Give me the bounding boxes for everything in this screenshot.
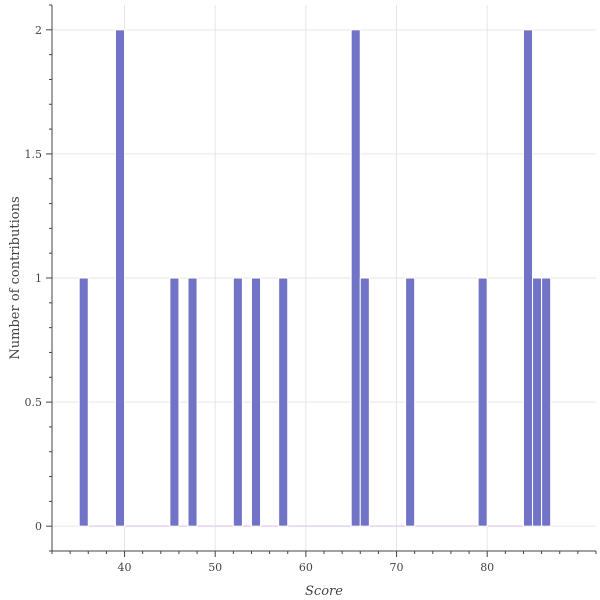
- x-tick-label: 40: [118, 561, 132, 574]
- x-tick-label: 60: [299, 561, 313, 574]
- histogram-bar: [477, 277, 488, 527]
- histogram-bar: [169, 277, 180, 527]
- y-tick-label: 0: [35, 520, 42, 533]
- histogram-bar: [232, 277, 243, 527]
- histogram-bar: [532, 277, 543, 527]
- histogram-bar: [114, 29, 126, 527]
- x-tick-label: 50: [208, 561, 222, 574]
- histogram-bar: [359, 277, 370, 527]
- x-tick-label: 70: [390, 561, 404, 574]
- y-tick-label: 1: [35, 272, 42, 285]
- histogram-bar: [405, 277, 416, 527]
- histogram-bar: [250, 277, 262, 527]
- x-axis-title: Score: [305, 584, 343, 599]
- histogram-bar: [522, 29, 534, 527]
- y-axis-title: Number of contributions: [8, 196, 23, 359]
- bars: [78, 29, 552, 527]
- histogram-bar: [187, 277, 198, 527]
- histogram-bar: [278, 277, 289, 527]
- histogram-bar: [541, 277, 552, 527]
- x-tick-label: 80: [480, 561, 494, 574]
- histogram-bar: [78, 277, 89, 527]
- x-ticks: 40 50 60 70 80: [51, 551, 597, 574]
- y-tick-label: 0.5: [25, 396, 43, 409]
- y-tick-label: 2: [35, 24, 42, 37]
- y-tick-label: 1.5: [25, 148, 43, 161]
- histogram-bar: [350, 29, 361, 527]
- y-ticks: 0 0.5 1 1.5 2: [25, 4, 52, 552]
- grid: [52, 5, 596, 551]
